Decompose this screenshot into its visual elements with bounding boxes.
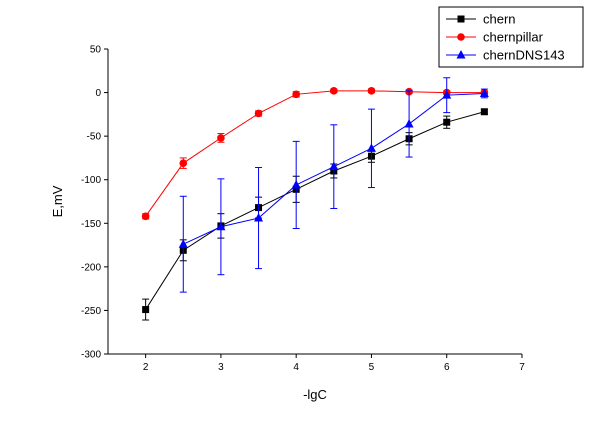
y-tick-label: -200 [81,262,101,273]
legend-label: chernpillar [483,30,544,45]
y-tick-label: 50 [90,45,102,56]
series-layer [141,77,489,321]
legend-entry-chernDNS143: chernDNS143 [446,48,565,63]
data-point [178,239,188,248]
y-axis-title: E,mV [50,185,65,217]
data-point [330,87,338,95]
data-point [217,134,225,142]
legend: chern chernpillar chernDNS143 [438,6,584,68]
ticks: 2 3 4 5 6 7 50 0 -50 -100 -150 -200 -250 -300 [81,45,525,374]
x-tick-label: 2 [143,362,149,373]
data-point [366,143,376,152]
series-line [145,90,485,217]
series-chernDNS143 [178,77,489,293]
data-point [291,179,301,189]
legend-marker [457,33,465,41]
series-chernpillar [141,87,489,221]
legend-marker [457,15,465,23]
data-point [254,109,263,118]
data-point [480,108,488,116]
x-tick-label: 7 [519,362,525,373]
series-line [145,111,485,310]
y-tick-label: -300 [81,350,101,361]
data-point [254,213,264,222]
data-point [442,90,452,99]
x-tick-label: 6 [444,362,450,373]
data-point [443,118,451,126]
data-point [141,212,150,221]
data-point [292,90,300,99]
data-point [479,88,489,97]
legend-marker [456,50,466,59]
x-tick-label: 4 [293,362,299,373]
data-point [179,159,188,167]
legend-label: chernDNS143 [483,48,565,63]
series-chern [142,108,488,321]
x-axis-title: -lgC [303,387,327,402]
y-tick-label: -100 [81,175,101,186]
x-tick-label: 3 [218,362,224,373]
legend-entry-chern: chern [446,12,516,27]
y-tick-label: -150 [81,219,101,230]
y-tick-label: 0 [95,88,101,99]
data-point [404,118,414,128]
data-point [216,221,226,231]
data-point [142,306,150,314]
x-tick-label: 5 [369,362,375,373]
data-point [329,161,339,171]
axes [107,49,522,355]
y-tick-label: -50 [87,132,102,143]
legend-entry-chernpillar: chernpillar [446,30,544,45]
y-tick-label: -250 [81,306,101,317]
data-point [367,87,376,95]
legend-label: chern [483,12,516,27]
